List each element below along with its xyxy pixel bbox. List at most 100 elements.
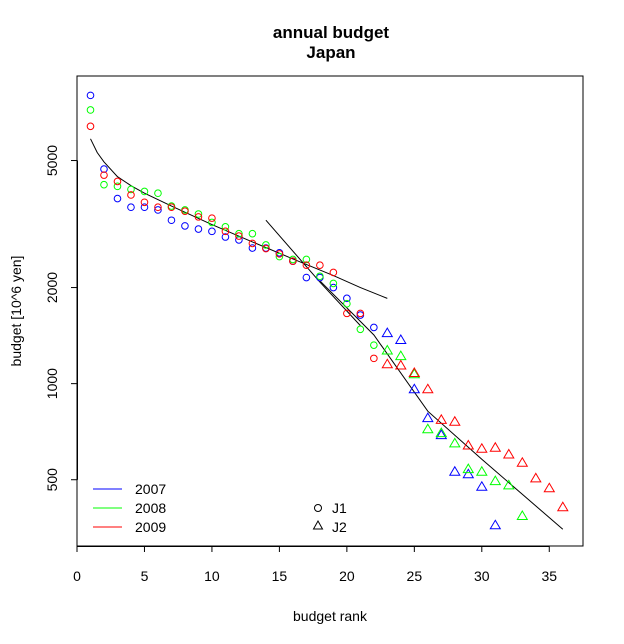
point-2008-j1 xyxy=(221,222,230,231)
x-tick-label: 35 xyxy=(541,568,557,584)
point-2008-j1 xyxy=(262,241,270,249)
point-2008-j1 xyxy=(235,229,243,238)
x-tick-label: 15 xyxy=(272,568,288,584)
fit-transition xyxy=(265,219,361,326)
point-2009-j2 xyxy=(381,358,394,369)
x-tick-label: 10 xyxy=(204,568,220,584)
point-2009-j1 xyxy=(167,203,176,212)
point-2008-j1 xyxy=(86,106,95,114)
x-tick-label: 20 xyxy=(339,568,355,584)
point-2007-j1 xyxy=(140,203,149,212)
point-2007-j2 xyxy=(448,465,461,476)
point-2009-j1 xyxy=(356,309,365,318)
x-axis: 0 5 10 15 20 25 30 35 xyxy=(73,546,557,584)
legend-label-2008: 2008 xyxy=(135,500,166,516)
point-2009-j1 xyxy=(194,213,203,221)
point-2008-j1 xyxy=(302,255,311,264)
x-tick-label: 25 xyxy=(407,568,423,584)
point-2009-j1 xyxy=(113,177,122,186)
legend-label-2007: 2007 xyxy=(135,481,166,497)
y-tick-label: 2000 xyxy=(44,272,60,303)
legend-label-j2: J2 xyxy=(332,519,347,535)
point-2008-j2 xyxy=(462,463,475,474)
point-2008-j2 xyxy=(381,344,394,355)
point-2007-j1 xyxy=(248,244,257,252)
point-2008-j2 xyxy=(502,479,515,490)
point-2009-j2 xyxy=(394,359,407,370)
point-2009-j2 xyxy=(435,413,448,424)
point-2009-j1 xyxy=(262,244,270,253)
point-2009-j2 xyxy=(475,442,488,453)
point-2007-j2 xyxy=(462,468,475,479)
point-2009-j1 xyxy=(329,268,338,277)
point-2007-j1 xyxy=(154,206,162,214)
point-2008-j1 xyxy=(127,185,135,194)
legend-years: 2007 2008 2009 xyxy=(93,481,166,535)
point-2007-j1 xyxy=(113,194,122,203)
point-2008-j2 xyxy=(489,475,502,486)
point-2007-j1 xyxy=(194,225,203,233)
point-2008-j1 xyxy=(100,180,108,189)
point-2007-j2 xyxy=(408,383,421,394)
fit-lines xyxy=(90,138,564,530)
y-tick-label: 1000 xyxy=(44,368,60,399)
point-2007-j2 xyxy=(421,412,434,423)
point-2009-j2 xyxy=(543,482,556,493)
point-2008-j1 xyxy=(316,272,324,281)
point-2008-j1 xyxy=(329,279,338,288)
legend-marker-circle xyxy=(314,504,322,512)
point-2009-j1 xyxy=(140,198,149,207)
point-2007-j1 xyxy=(235,236,243,244)
x-tick-label: 30 xyxy=(474,568,490,584)
point-2009-j2 xyxy=(421,383,434,394)
point-2008-j1 xyxy=(194,210,203,218)
point-2009-j1 xyxy=(248,239,257,248)
point-2007-j2 xyxy=(489,519,502,530)
point-2008-j1 xyxy=(113,182,122,191)
chart-subtitle: Japan xyxy=(306,43,355,62)
point-2007-j1 xyxy=(221,233,230,241)
point-2008-j1 xyxy=(248,229,257,238)
point-2008-j1 xyxy=(275,252,284,261)
point-2007-j1 xyxy=(100,165,108,173)
point-2007-j2 xyxy=(435,429,448,440)
x-tick-label: 0 xyxy=(73,568,81,584)
point-2007-j1 xyxy=(343,294,351,303)
point-2009-j1 xyxy=(289,257,297,265)
point-2009-j2 xyxy=(516,456,529,467)
point-2007-j2 xyxy=(394,334,407,344)
point-2009-j1 xyxy=(221,227,230,236)
point-2007-j1 xyxy=(86,91,95,100)
point-2009-j2 xyxy=(489,441,502,452)
point-2007-j1 xyxy=(167,216,176,225)
point-2009-j1 xyxy=(275,250,284,258)
point-2009-j1 xyxy=(127,191,135,199)
point-2009-j1 xyxy=(370,354,378,363)
y-axis-label: budget [10^6 yen] xyxy=(8,256,24,367)
point-2007-j1 xyxy=(127,203,135,212)
point-2008-j1 xyxy=(356,325,365,334)
point-2008-j2 xyxy=(475,465,488,476)
data-points xyxy=(86,91,569,530)
point-2009-j1 xyxy=(181,207,189,215)
point-2009-j1 xyxy=(343,309,351,318)
point-2009-j2 xyxy=(529,472,542,483)
legend-groups: J1 J2 xyxy=(312,500,347,535)
point-2008-j2 xyxy=(421,423,434,434)
point-2009-j2 xyxy=(556,501,569,512)
point-2008-j1 xyxy=(140,187,149,196)
point-2008-j1 xyxy=(370,341,378,349)
point-2009-j1 xyxy=(235,232,243,240)
legend-marker-triangle xyxy=(312,519,324,530)
point-2009-j2 xyxy=(462,439,475,450)
point-2009-j1 xyxy=(86,122,95,131)
point-2007-j1 xyxy=(370,323,378,332)
point-2007-j1 xyxy=(329,283,338,292)
point-2007-j1 xyxy=(208,227,216,236)
point-2008-j2 xyxy=(448,437,461,448)
point-2008-j2 xyxy=(394,350,407,361)
fit-j2-line xyxy=(319,280,564,530)
point-2009-j2 xyxy=(448,415,461,426)
x-axis-label: budget rank xyxy=(293,608,368,624)
fit-j1-curve xyxy=(90,138,388,299)
